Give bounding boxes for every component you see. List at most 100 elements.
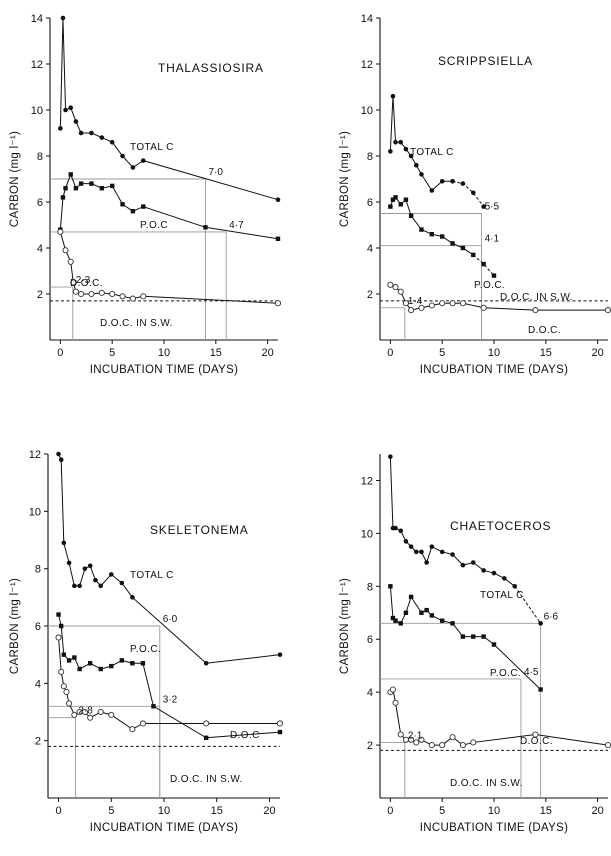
y-tick-label: 12 — [29, 449, 41, 461]
data-point — [491, 642, 497, 647]
data-point — [129, 726, 136, 733]
data-point — [56, 612, 61, 617]
data-point — [67, 258, 74, 265]
annotation-label: 3·2 — [163, 694, 178, 705]
data-point — [419, 227, 424, 232]
data-point — [424, 607, 429, 613]
x-axis-title: INCUBATION TIME (DAYS) — [420, 364, 568, 376]
data-point — [72, 655, 77, 660]
x-tick-label: 10 — [158, 805, 170, 817]
series-line — [58, 453, 281, 664]
chart-panel-1: 0 5 10 15 20 2 4 6 8 10 12 14 INCUBATION TIME (DAYS)… — [9, 13, 282, 376]
data-point — [471, 252, 476, 258]
reference-line-label: D.O.C. IN S.W. — [170, 774, 243, 785]
series-label: D.O.C. — [70, 278, 103, 289]
data-point — [459, 742, 466, 749]
data-point — [55, 634, 62, 641]
y-tick-label: 2 — [367, 740, 373, 752]
x-axis-title: INCUBATION TIME (DAYS) — [90, 822, 238, 834]
data-point — [140, 293, 147, 300]
data-point — [418, 736, 425, 743]
x-tick-label: 20 — [262, 347, 274, 359]
data-point — [392, 284, 399, 291]
data-point — [439, 300, 446, 307]
y-tick-label: 10 — [29, 506, 41, 518]
data-point — [538, 621, 543, 626]
data-point — [93, 577, 98, 583]
data-point — [98, 583, 104, 589]
data-point — [87, 714, 94, 721]
reference-line-label: D.O.C. IN S.W. — [100, 318, 173, 329]
data-point — [120, 153, 125, 159]
data-point — [450, 241, 455, 246]
data-point — [130, 209, 136, 214]
data-point — [397, 731, 404, 738]
data-point — [408, 213, 414, 218]
data-point — [77, 666, 82, 672]
data-point — [470, 560, 476, 565]
data-point — [61, 540, 67, 546]
series-label: P.O.C. — [490, 668, 521, 679]
y-tick-label: 12 — [361, 475, 373, 487]
data-point — [481, 634, 486, 639]
annotation-label: 6·6 — [544, 611, 559, 622]
y-tick-label: 12 — [361, 59, 373, 71]
data-point — [419, 549, 424, 555]
annotation-label: 5·5 — [485, 202, 500, 213]
data-point — [87, 563, 93, 569]
data-point — [403, 539, 409, 544]
chart-panel-2: 0 5 10 15 20 2 4 6 8 10 12 14 INCUBATION TIME (DAYS)… — [339, 13, 611, 376]
data-point — [512, 584, 518, 589]
data-point — [130, 595, 135, 600]
data-point — [450, 552, 455, 557]
x-axis-title: INCUBATION TIME (DAYS) — [90, 364, 238, 376]
series-line — [390, 688, 609, 746]
data-point — [73, 119, 79, 124]
chart-panel-4: 0 5 10 15 20 2 4 6 8 10 12 INCUBATION TIME (DAYS) CA… — [339, 454, 611, 834]
data-point — [203, 720, 210, 727]
data-point — [119, 658, 125, 663]
annotation-label: 2·8 — [78, 706, 93, 717]
reference-line-label: D.O.C. IN S.W. — [450, 778, 523, 789]
data-point — [388, 149, 393, 154]
x-tick-label: 20 — [592, 347, 604, 359]
data-point — [429, 232, 435, 237]
data-point — [424, 560, 429, 565]
data-point — [390, 93, 396, 99]
data-point — [109, 139, 115, 145]
data-point — [429, 544, 435, 549]
chart-panel-3: 0 5 10 15 20 2 4 6 8 10 12 INCUBATION TIME (DAYS) CA… — [9, 449, 284, 834]
data-point — [78, 181, 84, 186]
data-point — [109, 183, 115, 189]
data-point — [390, 197, 396, 202]
x-axis-title: INCUBATION TIME (DAYS) — [420, 822, 568, 834]
x-tick-label: 5 — [439, 805, 445, 817]
data-point — [58, 668, 65, 675]
data-point — [398, 139, 404, 145]
series-label: D.O.C. — [528, 325, 561, 336]
data-point — [402, 300, 409, 307]
data-point — [130, 165, 136, 170]
data-point — [398, 528, 404, 534]
data-point — [58, 126, 63, 131]
data-point — [63, 107, 68, 113]
data-point — [481, 204, 486, 209]
data-point — [460, 634, 466, 639]
x-tick-label: 20 — [263, 805, 275, 817]
data-point — [58, 623, 64, 629]
data-point — [97, 708, 104, 716]
y-tick-label: 12 — [31, 59, 43, 71]
data-point — [460, 562, 466, 568]
data-point — [428, 742, 435, 749]
y-tick-label: 2 — [37, 289, 43, 301]
data-point — [450, 621, 455, 626]
chart-title: THALASSIOSIRA — [158, 61, 264, 75]
data-point — [56, 451, 61, 457]
data-point — [58, 457, 64, 463]
data-point — [151, 704, 156, 709]
data-point — [277, 652, 283, 657]
series-label: TOTAL C — [410, 147, 454, 158]
chart-title: SKELETONEMA — [150, 523, 249, 537]
y-axis-title: CARBON (mg l⁻¹) — [339, 131, 351, 227]
